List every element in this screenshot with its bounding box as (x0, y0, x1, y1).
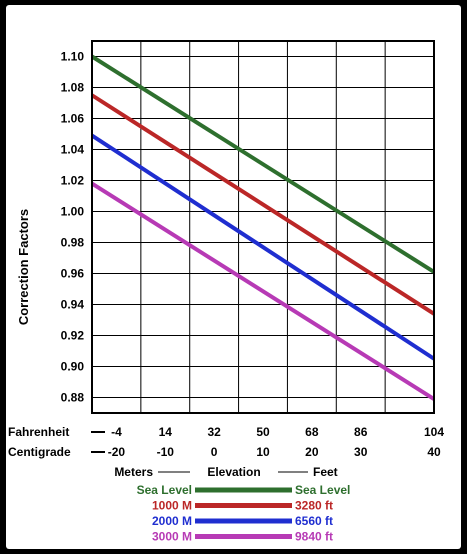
fahrenheit-tick-label: 86 (354, 425, 368, 439)
legend-feet-label: Feet (313, 465, 338, 479)
legend-row-left-label: Sea Level (137, 483, 192, 497)
legend: Meters Elevation Feet Sea Level Sea Level… (114, 465, 350, 544)
series-line-0 (90, 54, 436, 274)
fahrenheit-tick-label: 32 (207, 425, 221, 439)
centigrade-tick-label: 30 (354, 445, 368, 459)
legend-row-left-label: 1000 M (152, 499, 192, 513)
legend-meters-label: Meters (114, 465, 153, 479)
y-axis-label: Correction Factors (16, 209, 31, 325)
y-tick-labels: 1.10 1.08 1.06 1.04 1.02 1.00 0.98 0.96 0.94 0.92… (61, 50, 85, 405)
centigrade-tick-label: 40 (427, 445, 441, 459)
y-tick-label: 1.02 (61, 174, 85, 188)
y-tick-label: 0.94 (61, 298, 85, 312)
legend-row-left-label: 3000 M (152, 530, 192, 544)
y-tick-label: 0.96 (61, 267, 85, 281)
plot-frame (91, 40, 435, 414)
legend-row-left-label: 2000 M (152, 514, 192, 528)
correction-factor-chart: 1.10 1.08 1.06 1.04 1.02 1.00 0.98 0.96 0.94 0.92… (8, 40, 444, 544)
legend-row-right-label: 6560 ft (295, 514, 333, 528)
series-lines (90, 54, 436, 401)
legend-row-right-label: Sea Level (295, 483, 350, 497)
y-tick-label: 0.92 (61, 329, 85, 343)
centigrade-tick-label: 0 (211, 445, 218, 459)
fahrenheit-tick-label: -4 (111, 425, 122, 439)
fahrenheit-label: Fahrenheit (8, 425, 69, 439)
fahrenheit-tick-label: 68 (305, 425, 319, 439)
y-tick-label: 1.06 (61, 112, 85, 126)
legend-elevation-label: Elevation (207, 465, 260, 479)
fahrenheit-tick-label: 104 (424, 425, 444, 439)
legend-rows: Sea Level Sea Level 1000 M 3280 ft 2000 M 656… (137, 483, 351, 544)
centigrade-tick-label: -10 (157, 445, 175, 459)
series-line-2 (90, 133, 436, 361)
legend-row-right-label: 3280 ft (295, 499, 333, 513)
y-tick-label: 1.10 (61, 50, 85, 64)
centigrade-tick-label: 20 (305, 445, 319, 459)
centigrade-tick-label: -20 (108, 445, 126, 459)
fahrenheit-tick-label: 50 (256, 425, 270, 439)
grid (92, 41, 434, 413)
centigrade-label: Centigrade (8, 445, 71, 459)
y-tick-label: 1.08 (61, 81, 85, 95)
centigrade-axis: Centigrade -20 -10 0 10 20 30 40 (8, 445, 441, 459)
series-line-3 (90, 181, 436, 401)
legend-row-right-label: 9840 ft (295, 530, 333, 544)
y-tick-label: 1.04 (61, 143, 85, 157)
y-tick-label: 0.98 (61, 236, 85, 250)
y-tick-label: 1.00 (61, 205, 85, 219)
chart-panel: 1.10 1.08 1.06 1.04 1.02 1.00 0.98 0.96 0.94 0.92… (6, 5, 461, 549)
centigrade-tick-label: 10 (256, 445, 270, 459)
y-tick-label: 0.90 (61, 360, 85, 374)
fahrenheit-axis: Fahrenheit -4 14 32 50 68 86 104 (8, 425, 444, 439)
y-tick-label: 0.88 (61, 391, 85, 405)
series-line-1 (90, 93, 436, 316)
fahrenheit-tick-label: 14 (159, 425, 173, 439)
